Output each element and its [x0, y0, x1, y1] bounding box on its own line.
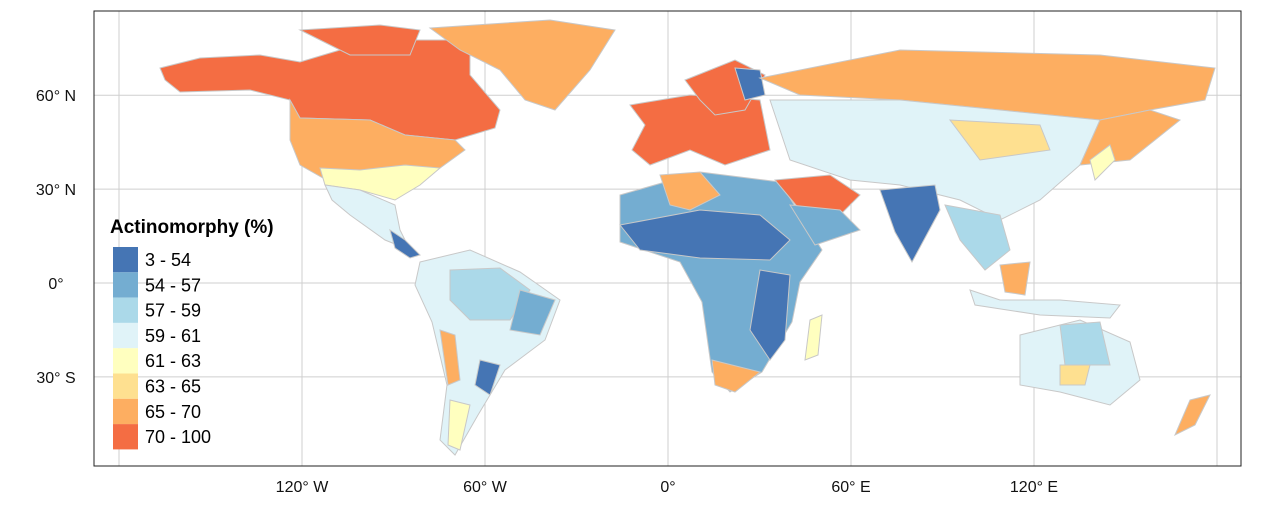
legend-label: 57 - 59	[145, 301, 201, 321]
region-madagascar	[804, 314, 823, 361]
region-india	[879, 184, 941, 264]
land-regions	[159, 19, 1216, 456]
region-middle-east	[774, 174, 861, 216]
legend-swatch	[113, 348, 138, 374]
y-tick-label: 60° N	[36, 88, 76, 105]
legend-swatch	[113, 322, 138, 349]
region-japan	[1089, 144, 1116, 181]
region-arabia	[789, 204, 861, 246]
legend-swatch	[113, 247, 138, 273]
map-frame	[93, 10, 1242, 467]
region-andes	[439, 329, 461, 386]
legend-label: 65 - 70	[145, 402, 201, 422]
x-tick-label: 60° W	[463, 479, 508, 496]
region-central-america	[389, 228, 421, 259]
region-north-africa	[659, 171, 721, 211]
region-borneo	[999, 261, 1031, 296]
region-patagonia	[447, 399, 471, 451]
region-europe	[629, 94, 771, 166]
legend-swatch	[113, 373, 138, 399]
y-tick-label: 30° S	[36, 370, 75, 387]
region-brazil-east	[509, 289, 556, 336]
region-mongolia	[948, 119, 1051, 161]
region-finland	[734, 67, 766, 101]
region-sahara	[619, 209, 791, 261]
region-south-brazil	[474, 359, 501, 396]
region-australia-south	[1059, 364, 1091, 386]
region-new-zealand	[1174, 394, 1211, 437]
x-tick-label: 120° W	[276, 479, 330, 496]
axis-labels: 120° W 60° W 0° 60° E 120° E 60° N 30° N 0° 30° …	[36, 88, 1058, 496]
legend-label: 3 - 54	[145, 250, 191, 270]
region-greenland	[428, 19, 616, 111]
x-tick-label: 0°	[660, 479, 675, 496]
region-indonesia	[969, 289, 1121, 319]
legend-label: 63 - 65	[145, 377, 201, 397]
legend-swatch	[113, 272, 138, 298]
region-south-africa	[711, 359, 762, 393]
region-amazon	[449, 267, 531, 321]
x-tick-label: 60° E	[831, 479, 870, 496]
y-tick-label: 30° N	[36, 182, 76, 199]
x-tick-label: 120° E	[1010, 479, 1058, 496]
region-australia-north	[1059, 321, 1111, 366]
legend-label: 54 - 57	[145, 275, 201, 295]
legend-label: 61 - 63	[145, 351, 201, 371]
region-arctic-islands	[298, 24, 421, 56]
legend-swatch	[113, 398, 138, 425]
legend-label: 70 - 100	[145, 427, 211, 447]
legend: Actinomorphy (%) 3 - 54 54 - 57 57 - 59 59 …	[110, 217, 274, 450]
region-east-africa	[749, 269, 791, 361]
legend-label: 59 - 61	[145, 326, 201, 346]
region-canada-alaska	[159, 39, 501, 141]
legend-swatch	[113, 424, 138, 450]
legend-title: Actinomorphy (%)	[110, 217, 274, 238]
y-tick-label: 0°	[48, 276, 63, 293]
region-se-asia	[944, 204, 1011, 271]
legend-swatch	[113, 297, 138, 323]
